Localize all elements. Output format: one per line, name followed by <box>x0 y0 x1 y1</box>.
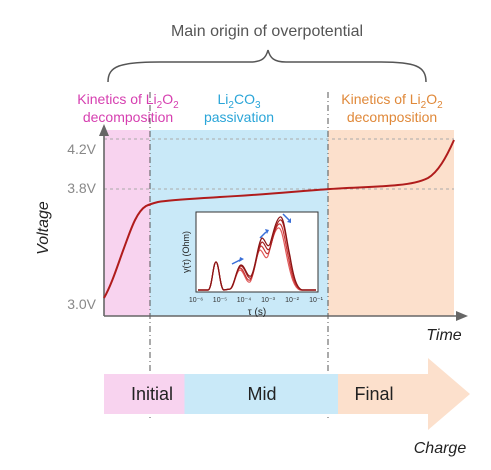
inset-xtick-6: 10⁻¹ <box>309 297 323 304</box>
region-label-left: Kinetics of Li2O2 decomposition <box>77 91 179 125</box>
region-label-mid: Li2CO3 passivation <box>204 91 274 125</box>
stage-final: Final <box>354 384 393 404</box>
x-axis-arrowhead <box>456 311 468 321</box>
inset-xtick-4: 10⁻³ <box>261 297 275 304</box>
svg-text:Kinetics of Li2O2: Kinetics of Li2O2 <box>77 91 179 111</box>
inset-trend-arrow-2 <box>259 231 267 239</box>
x-axis-label: Time <box>426 327 462 344</box>
figure-title: Main origin of overpotential <box>171 23 363 40</box>
inset-ylabel: γ(τ) (Ohm) <box>181 231 191 273</box>
svg-text:Li2CO3: Li2CO3 <box>217 91 260 111</box>
inset-xtick-5: 10⁻² <box>285 297 299 304</box>
stage-initial: Initial <box>131 384 173 404</box>
inset-trend-arrowhead-2 <box>265 229 269 234</box>
overpotential-brace <box>107 49 427 83</box>
charge-label: Charge <box>414 440 467 457</box>
svg-text:Kinetics of Li2O2: Kinetics of Li2O2 <box>341 91 443 111</box>
ytick-4-2v: 4.2V <box>67 141 96 157</box>
inset-xtick-1: 10⁻⁶ <box>189 297 203 304</box>
y-axis-arrowhead <box>99 124 109 136</box>
charge-stage-arrow <box>104 358 470 430</box>
svg-text:decomposition: decomposition <box>347 109 437 125</box>
ytick-3-0v: 3.0V <box>67 296 96 312</box>
svg-text:passivation: passivation <box>204 109 274 125</box>
region-fill-right <box>328 130 454 316</box>
region-fill-left <box>104 130 150 316</box>
stage-mid: Mid <box>247 384 276 404</box>
inset-xtick-2: 10⁻⁵ <box>213 297 227 304</box>
voltage-curve <box>103 139 455 299</box>
inset-drt-curves <box>198 216 316 291</box>
svg-text:decomposition: decomposition <box>83 109 173 125</box>
inset-xlabel: τ (s) <box>248 307 266 318</box>
inset-trend-arrow-1 <box>231 259 241 265</box>
inset-trend-arrowhead-3 <box>287 218 291 223</box>
inset-trend-arrow-3 <box>282 213 290 221</box>
ytick-3-8v: 3.8V <box>67 180 96 196</box>
inset-trend-arrowhead-1 <box>239 257 244 262</box>
inset-xtick-3: 10⁻⁴ <box>237 297 252 304</box>
region-label-right: Kinetics of Li2O2 decomposition <box>341 91 443 125</box>
inset-plot: γ(τ) (Ohm) τ (s) 10⁻⁶ 10⁻⁵ 10⁻⁴ 10⁻³ 10⁻… <box>181 211 324 318</box>
y-axis-label: Voltage <box>35 201 52 255</box>
